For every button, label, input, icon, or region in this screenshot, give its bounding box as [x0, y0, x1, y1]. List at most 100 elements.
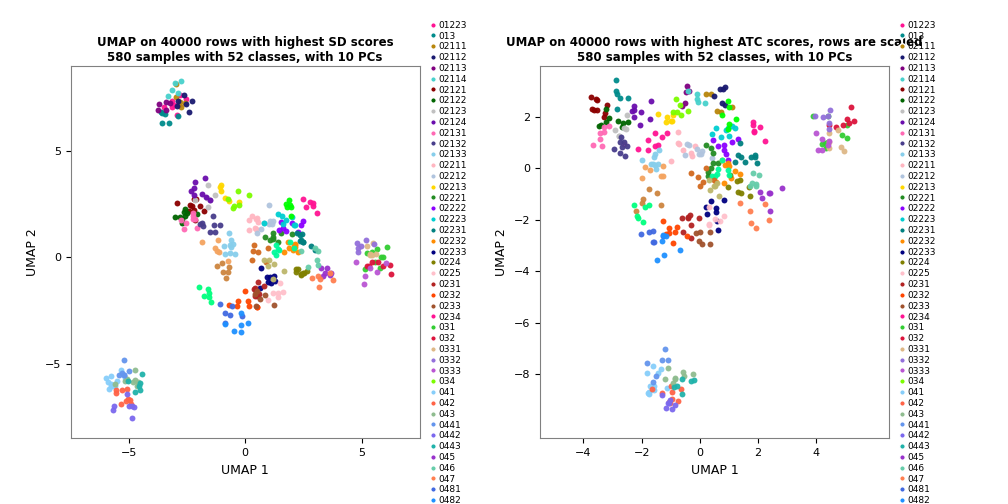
- Point: [375, 253, 391, 261]
- Point: [269, 293, 285, 301]
- Point: [699, 90, 715, 98]
- Point: [168, 80, 184, 88]
- Point: [278, 200, 294, 208]
- Point: [178, 219, 195, 227]
- Point: [167, 213, 183, 221]
- Point: [745, 169, 761, 177]
- Point: [210, 247, 226, 255]
- Point: [699, 210, 715, 218]
- Point: [655, 231, 671, 239]
- Point: [166, 79, 182, 87]
- Point: [742, 193, 758, 201]
- Point: [675, 371, 691, 380]
- Point: [230, 187, 246, 195]
- Point: [647, 142, 663, 150]
- Point: [261, 256, 277, 264]
- Point: [257, 291, 273, 299]
- Point: [713, 133, 729, 141]
- Point: [667, 95, 683, 103]
- Point: [268, 240, 284, 248]
- Point: [730, 151, 746, 159]
- Point: [608, 87, 624, 95]
- Point: [722, 120, 738, 128]
- Point: [299, 267, 316, 275]
- Point: [698, 141, 714, 149]
- Point: [821, 125, 837, 133]
- Point: [158, 98, 174, 106]
- Point: [664, 108, 680, 116]
- Point: [642, 114, 658, 122]
- Point: [247, 224, 263, 232]
- Point: [118, 397, 134, 405]
- Point: [358, 236, 374, 244]
- Point: [822, 106, 838, 114]
- Point: [640, 389, 656, 397]
- Point: [222, 311, 238, 320]
- Point: [171, 98, 187, 106]
- Point: [676, 99, 692, 107]
- Point: [708, 124, 724, 133]
- Point: [274, 212, 290, 220]
- Point: [185, 184, 202, 193]
- Point: [706, 176, 722, 184]
- Point: [208, 191, 224, 199]
- Point: [109, 377, 125, 385]
- Y-axis label: UMAP 2: UMAP 2: [495, 228, 508, 276]
- Point: [122, 396, 138, 404]
- Point: [656, 375, 672, 383]
- Point: [220, 257, 236, 265]
- Point: [702, 228, 718, 236]
- Point: [170, 97, 186, 105]
- Point: [691, 214, 708, 222]
- Point: [276, 248, 292, 256]
- Point: [723, 174, 739, 182]
- Point: [177, 99, 194, 107]
- Point: [317, 269, 333, 277]
- Point: [840, 114, 856, 122]
- Point: [213, 187, 229, 195]
- Point: [271, 226, 287, 234]
- Point: [268, 251, 284, 260]
- Point: [761, 189, 777, 197]
- Point: [647, 150, 663, 158]
- Point: [231, 199, 247, 207]
- Point: [183, 97, 200, 105]
- Point: [643, 160, 659, 168]
- Point: [210, 236, 226, 244]
- Point: [193, 220, 209, 228]
- Point: [667, 401, 683, 409]
- Point: [101, 385, 117, 393]
- Point: [689, 95, 706, 103]
- Point: [223, 236, 239, 244]
- Point: [673, 102, 689, 110]
- Point: [720, 159, 736, 167]
- Point: [150, 106, 166, 114]
- Point: [286, 240, 302, 248]
- Point: [157, 106, 173, 114]
- Point: [648, 256, 664, 264]
- Point: [708, 208, 724, 216]
- Point: [705, 159, 721, 167]
- Point: [177, 205, 194, 213]
- Point: [716, 212, 732, 220]
- Point: [260, 296, 276, 304]
- Point: [212, 183, 228, 191]
- Point: [616, 123, 632, 132]
- Point: [745, 118, 761, 127]
- Point: [721, 103, 737, 111]
- Point: [362, 264, 378, 272]
- Point: [275, 267, 291, 275]
- Point: [200, 285, 216, 293]
- Point: [294, 195, 310, 203]
- Point: [722, 171, 738, 179]
- Point: [703, 144, 719, 152]
- Point: [641, 228, 657, 236]
- Point: [292, 231, 308, 239]
- X-axis label: UMAP 1: UMAP 1: [690, 464, 738, 477]
- Point: [670, 140, 686, 148]
- Point: [359, 242, 375, 250]
- Point: [665, 383, 681, 391]
- Point: [706, 181, 722, 190]
- Point: [806, 112, 823, 120]
- Point: [712, 85, 728, 93]
